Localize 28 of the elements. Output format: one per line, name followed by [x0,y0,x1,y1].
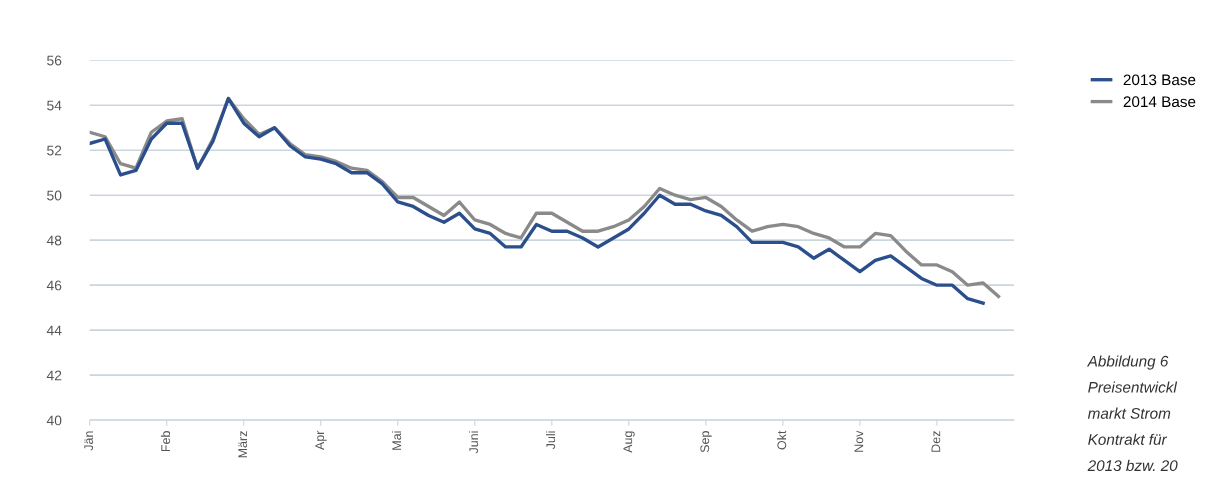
y-tick-label: 56 [47,55,62,66]
text: Preisentwickl [1088,381,1178,393]
x-tick-label: Juli [545,431,556,450]
x-tick-label: Nov [854,430,864,452]
x-tick-label: Juni [468,431,479,454]
y-tick-label: 40 [46,415,62,426]
text: Abbildung 6 [1086,355,1169,370]
y-tick-label: 52 [47,145,62,156]
legend-label: 2014 Base [1123,96,1196,108]
y-tick-label: 46 [46,280,62,291]
x-tick-label: Jän [84,431,94,451]
y-tick-label: 50 [47,190,62,201]
x-tick-label: Sep [700,431,712,453]
x-tick-label: Aug [623,431,635,453]
x-tick-label: Apr [315,430,327,451]
x-tick-label: Okt [777,430,787,450]
y-tick-label: 44 [46,325,62,336]
legend-label: 2013 Base [1123,74,1196,86]
x-tick-label: Mai [391,431,402,450]
y-tick-label: 42 [46,370,62,381]
text: 2013 bzw. 20 [1087,459,1178,472]
x-tick-label: Dez [931,431,941,452]
text: Kontrakt für [1088,433,1168,445]
x-tick-label: Feb [160,431,171,452]
text: markt Strom [1087,407,1171,419]
x-tick-label: März [238,431,248,458]
y-tick-label: 48 [46,235,62,246]
y-tick-label: 54 [47,100,62,111]
